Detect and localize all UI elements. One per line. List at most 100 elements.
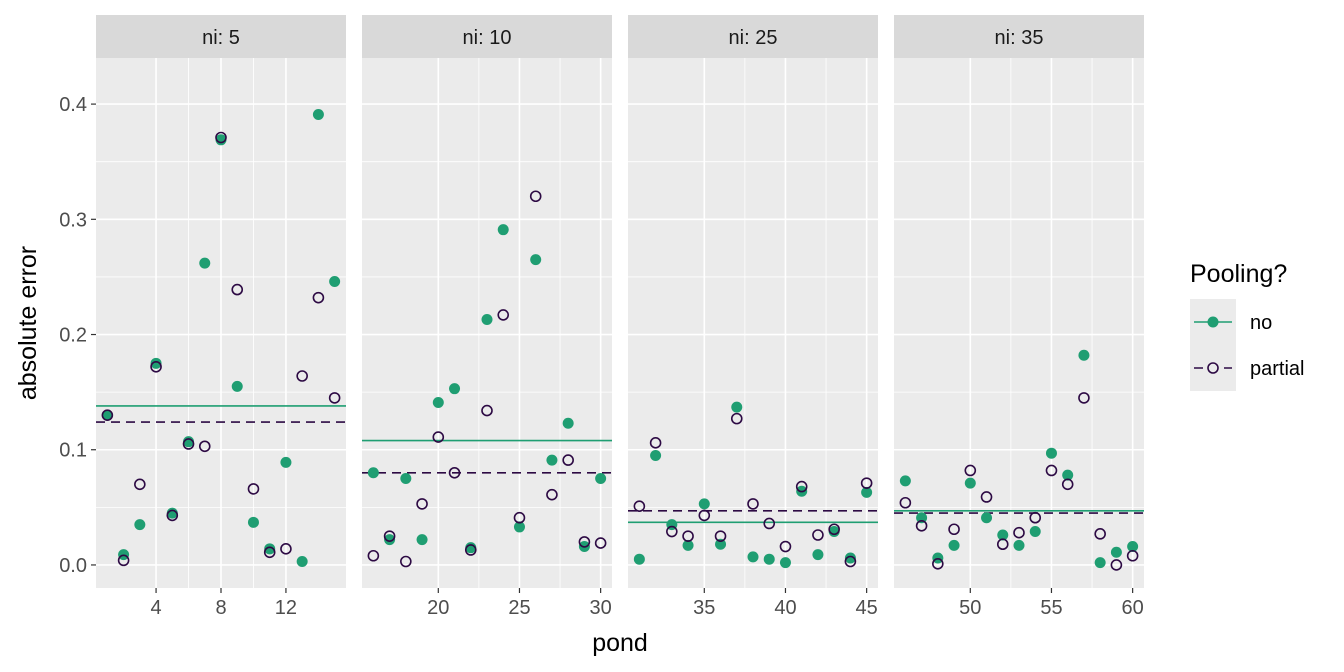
no-pooling-point bbox=[296, 556, 308, 567]
no-pooling-point bbox=[497, 224, 509, 236]
partial-pooling-point bbox=[497, 309, 510, 321]
partial-pooling-point bbox=[1126, 549, 1139, 562]
y-axis: 0.0 0.1 0.2 0.3 0.4 bbox=[59, 94, 96, 577]
no-pooling-point bbox=[1045, 447, 1057, 459]
partial-pooling-point bbox=[698, 509, 711, 522]
x-axis-title: pond bbox=[592, 629, 648, 657]
legend-label: partial bbox=[1250, 358, 1304, 380]
no-pooling-point bbox=[1094, 557, 1106, 569]
partial-pooling-point bbox=[101, 409, 114, 421]
no-pooling-point bbox=[384, 534, 396, 546]
x-tick-label: 40 bbox=[774, 597, 796, 619]
partial-pooling-point bbox=[263, 546, 276, 559]
partial-pooling-point bbox=[860, 477, 873, 489]
partial-pooling-point bbox=[367, 549, 380, 562]
no-pooling-point bbox=[650, 450, 662, 461]
no-pooling-point bbox=[449, 383, 461, 395]
partial-pooling-point bbox=[464, 544, 477, 556]
no-pooling-point bbox=[134, 519, 146, 531]
no-pooling-point bbox=[861, 486, 873, 498]
partial-pooling-point bbox=[714, 530, 727, 542]
partial-pooling-point bbox=[312, 291, 325, 304]
partial-pooling-point bbox=[996, 538, 1009, 551]
no-pooling-point bbox=[101, 409, 113, 421]
partial-pooling-point bbox=[448, 466, 461, 479]
partial-pooling-point bbox=[964, 464, 977, 477]
no-pooling-point bbox=[1029, 526, 1041, 538]
partial-pooling-point bbox=[1013, 526, 1025, 539]
partial-pooling-point bbox=[747, 498, 759, 510]
facet-strip bbox=[894, 15, 1144, 58]
partial-pooling-point bbox=[948, 523, 960, 536]
no-pooling-point bbox=[546, 454, 558, 466]
x-tick-label: 12 bbox=[275, 597, 297, 619]
partial-pooling-point bbox=[231, 283, 244, 296]
partial-pooling-point bbox=[296, 370, 308, 382]
y-tick-label: 0.1 bbox=[59, 440, 87, 462]
partial-pooling-point bbox=[529, 190, 542, 203]
partial-pooling-point bbox=[578, 536, 591, 548]
no-pooling-point bbox=[779, 557, 791, 569]
no-pooling-point bbox=[964, 477, 976, 489]
partial-pooling-point bbox=[280, 543, 292, 555]
legend-key-point bbox=[1207, 362, 1219, 374]
no-pooling-point bbox=[513, 521, 525, 533]
no-pooling-point bbox=[981, 512, 993, 524]
no-pooling-point bbox=[633, 553, 645, 565]
partial-pooling-point bbox=[546, 488, 558, 501]
no-pooling-point bbox=[562, 417, 574, 429]
partial-pooling-point bbox=[763, 517, 776, 530]
legend: Pooling? no partial bbox=[1190, 260, 1304, 391]
no-pooling-point bbox=[916, 512, 928, 524]
x-tick-label: 4 bbox=[151, 597, 162, 619]
no-pooling-point bbox=[432, 397, 444, 408]
no-pooling-point bbox=[844, 552, 856, 564]
partial-pooling-point bbox=[649, 437, 662, 449]
facet-strip-label: ni: 35 bbox=[995, 27, 1044, 49]
partial-pooling-point bbox=[134, 478, 146, 491]
facet-panel: ni: 35 50 55 60 bbox=[894, 15, 1144, 619]
legend-title: Pooling? bbox=[1190, 260, 1287, 288]
partial-pooling-point bbox=[117, 554, 130, 567]
partial-pooling-point bbox=[682, 530, 694, 542]
facet-strip bbox=[628, 15, 878, 58]
partial-pooling-point bbox=[400, 555, 412, 568]
partial-pooling-point bbox=[812, 529, 824, 541]
no-pooling-point bbox=[367, 467, 379, 479]
y-tick-label: 0.4 bbox=[59, 94, 87, 116]
partial-pooling-point bbox=[844, 555, 857, 568]
x-tick-label: 50 bbox=[959, 597, 981, 619]
x-tick-label: 25 bbox=[508, 597, 530, 619]
x-tick-label: 30 bbox=[590, 597, 612, 619]
y-axis-title: absolute error bbox=[14, 246, 42, 400]
partial-pooling-point bbox=[779, 540, 792, 553]
partial-pooling-point bbox=[247, 483, 260, 495]
partial-pooling-point bbox=[730, 412, 743, 425]
partial-pooling-point bbox=[899, 496, 912, 509]
partial-pooling-point bbox=[932, 558, 944, 570]
facet-strip bbox=[96, 15, 346, 58]
partial-pooling-point bbox=[1029, 511, 1042, 524]
no-pooling-point bbox=[400, 473, 412, 485]
partial-pooling-point bbox=[1078, 392, 1090, 404]
facet-panel: ni: 25 35 40 45 bbox=[628, 15, 878, 619]
no-pooling-point bbox=[698, 498, 710, 510]
x-tick-label: 45 bbox=[856, 597, 878, 619]
no-pooling-point bbox=[264, 543, 276, 555]
y-tick-label: 0.2 bbox=[59, 325, 87, 347]
x-tick-label: 8 bbox=[215, 597, 226, 619]
partial-pooling-point bbox=[562, 454, 574, 466]
no-pooling-point bbox=[199, 257, 211, 269]
facet-strip-label: ni: 5 bbox=[202, 27, 240, 49]
partial-pooling-point bbox=[828, 523, 840, 536]
partial-pooling-point bbox=[513, 511, 526, 524]
x-tick-label: 20 bbox=[427, 597, 449, 619]
partial-pooling-point bbox=[150, 360, 162, 373]
partial-pooling-point bbox=[328, 392, 341, 404]
x-tick-label: 55 bbox=[1040, 597, 1062, 619]
no-pooling-point bbox=[150, 357, 162, 369]
no-pooling-point bbox=[899, 475, 911, 487]
partial-pooling-point bbox=[795, 480, 808, 493]
no-pooling-point bbox=[1062, 469, 1074, 481]
no-pooling-point bbox=[731, 401, 743, 413]
